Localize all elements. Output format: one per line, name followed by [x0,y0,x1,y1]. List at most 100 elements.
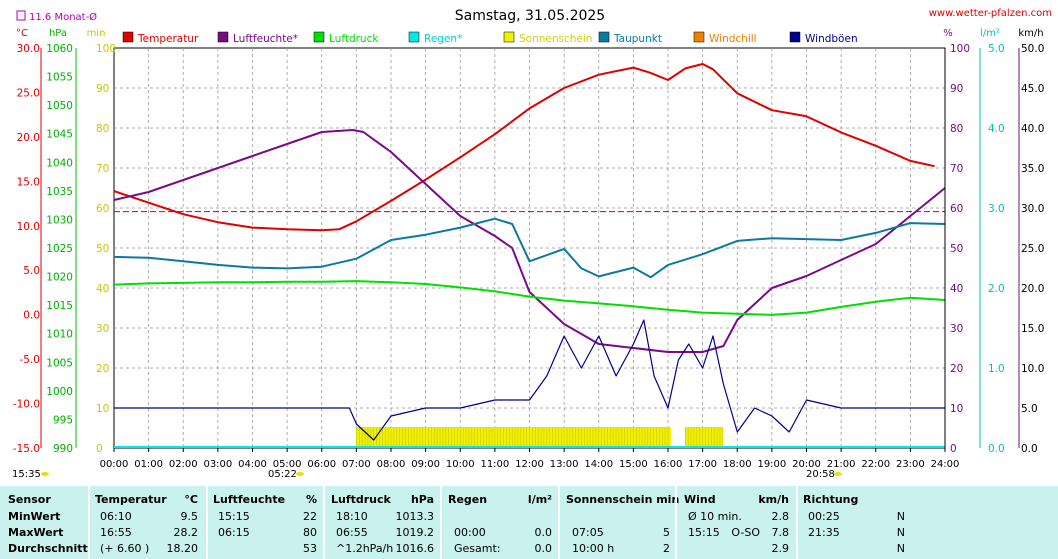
legend-swatch [598,31,610,43]
humidity-tick-label: 30 [950,323,963,335]
sunset-icon [834,472,842,476]
pressure-tick-label: 1030 [46,214,73,226]
pressure-tick-label: 1025 [46,243,73,255]
legend-swatch [217,31,229,43]
stats-sun-time: 07:05 [572,526,604,539]
legend-swatch [408,31,420,43]
x-tick-label: 11:00 [480,459,509,470]
legend-label: Luftdruck [329,33,379,45]
stats-rain-time: 00:00 [454,526,486,539]
x-tick-label: 05:00 [273,459,302,470]
x-tick-label: 04:00 [238,459,267,470]
series-line-windböen [114,319,945,441]
stats-pressure-value: 1016.6 [395,542,435,555]
pressure-tick-label: 1055 [46,72,73,84]
sun-tick-label: 0 [96,443,103,455]
temp-tick-label: 20.0 [17,132,40,144]
legend-swatch [789,31,801,43]
stats-pressure-value: 1019.2 [395,526,435,539]
legend-label: Windböen [805,33,858,45]
sun-icon [41,472,49,476]
x-tick-label: 08:00 [377,459,406,470]
sun-axis-unit: min [87,28,106,39]
x-tick-label: 18:00 [723,459,752,470]
chart-title: Samstag, 31.05.2025 [455,8,605,24]
stats-humidity-time: 06:15 [218,526,250,539]
sun-tick-label: 10 [96,403,109,415]
stats-temp-time: (+ 6.60 ) [100,542,150,555]
pressure-tick-label: 1040 [46,157,73,169]
stats-header-wind: Wind [684,493,716,506]
x-tick-label: 23:00 [896,459,925,470]
pressure-tick-label: 1060 [46,43,73,55]
temp-tick-label: -15.0 [13,443,40,455]
stats-sun-value: 2 [663,542,670,555]
sun-tick-label: 50 [96,243,109,255]
stats-rain-value: 0.0 [534,526,553,539]
humidity-tick-label: 50 [950,243,963,255]
x-tick-label: 21:00 [827,459,856,470]
site-url[interactable]: www.wetter-pfalzen.com [929,8,1052,19]
x-tick-label: 09:00 [411,459,440,470]
legend-label: Taupunkt [613,33,662,45]
legend-swatch [503,31,515,43]
stats-separator [558,486,560,559]
pressure-tick-label: 990 [53,443,73,455]
x-tick-label: 17:00 [688,459,717,470]
sun-tick-label: 20 [96,363,109,375]
legend-label: Windchill [709,33,757,45]
pressure-axis-unit: hPa [49,28,67,39]
stats-humidity-value: 22 [303,510,317,523]
sun-tick-label: 100 [96,43,116,55]
sunrise-icon [296,472,304,476]
wind-tick-label: 20.0 [1021,283,1044,295]
humidity-tick-label: 100 [950,43,970,55]
stats-sun-value: 5 [663,526,670,539]
wind-tick-label: 45.0 [1021,83,1044,95]
pressure-tick-label: 1010 [46,329,73,341]
x-tick-label: 14:00 [584,459,613,470]
humidity-tick-label: 40 [950,283,963,295]
legend-label: Sonnenschein [519,33,592,45]
series-line-luftfeuchte [113,129,946,353]
stats-direction-value: N [896,526,905,539]
chart-legend: Temperatur Luftfeuchte* Luftdruck Regen* Son… [122,31,858,45]
x-tick-label: 06:00 [307,459,336,470]
legend-label: Temperatur [137,33,199,45]
wind-tick-label: 30.0 [1021,203,1044,215]
sunshine-bar [685,427,723,447]
stats-humidity-time: 15:15 [218,510,250,523]
x-tick-label: 07:00 [342,459,371,470]
sunrise-clock-label: 15:35 [12,469,41,480]
wind-tick-label: 40.0 [1021,123,1044,135]
x-tick-label: 16:00 [654,459,683,470]
pressure-tick-label: 1015 [46,300,73,312]
stats-header-unit: hPa [410,493,434,506]
stats-humidity-value: 80 [303,526,317,539]
stats-header-pressure: Luftdruck [331,493,391,506]
temp-tick-label: -5.0 [20,354,41,366]
x-tick-label: 00:00 [100,459,129,470]
stats-row-label: Durchschnitt [8,542,88,555]
legend-swatch [122,31,134,43]
temp-tick-label: 15.0 [17,176,40,188]
pressure-tick-label: 995 [53,414,73,426]
stats-table: Sensor Temperatur °C Luftfeuchte% Luftdruck h… [0,486,1058,559]
x-tick-label: 20:00 [792,459,821,470]
stats-temp-value: 28.2 [173,526,199,539]
pressure-tick-label: 1045 [46,129,73,141]
rain-tick-label: 4.0 [988,123,1005,135]
humidity-tick-label: 10 [950,403,963,415]
stats-pressure-time: 18:10 [336,510,368,523]
stats-humidity-value: 53 [303,542,317,555]
sun-tick-label: 40 [96,283,109,295]
stats-pressure-time: 06:55 [336,526,368,539]
stats-header-humidity: Luftfeuchte [213,493,286,506]
x-tick-label: 24:00 [931,459,960,470]
stats-header-sensor: Sensor [8,493,51,506]
stats-wind-value: 2.8 [771,510,790,523]
pressure-tick-label: 1000 [46,386,73,398]
stats-rain-time: Gesamt: [454,542,501,555]
x-tick-label: 01:00 [134,459,163,470]
x-tick-label: 03:00 [203,459,232,470]
